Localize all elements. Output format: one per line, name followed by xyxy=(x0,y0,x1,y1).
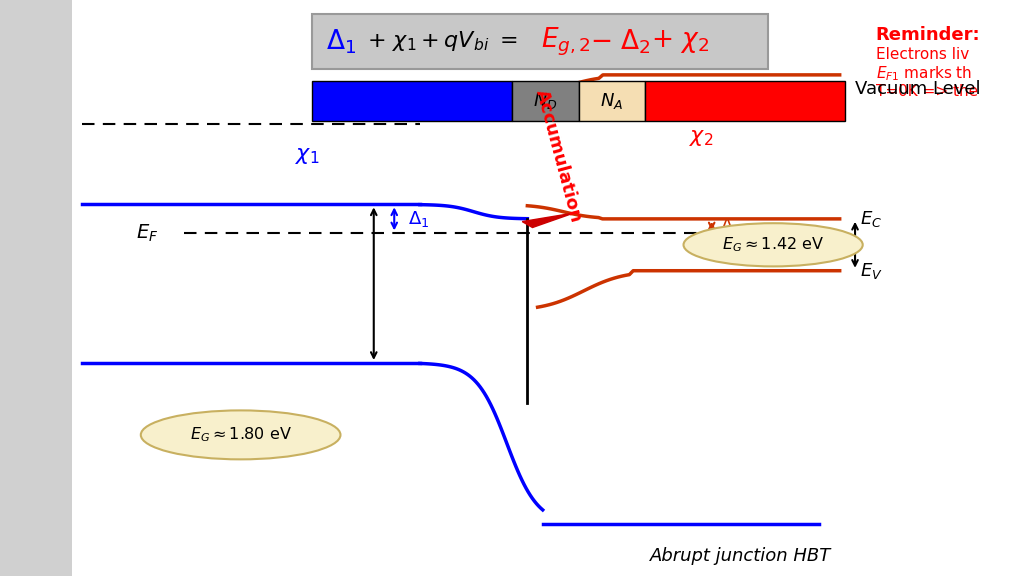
Bar xyxy=(0,0,72,576)
Text: $\chi_1$: $\chi_1$ xyxy=(295,146,319,165)
Text: $E_V$: $E_V$ xyxy=(860,261,883,281)
Bar xyxy=(512,81,579,121)
Text: $+\ \chi_1 + qV_{bi}\ =$: $+\ \chi_1 + qV_{bi}\ =$ xyxy=(367,29,517,54)
Polygon shape xyxy=(522,213,573,228)
Text: $\Delta_2$: $\Delta_2$ xyxy=(720,216,741,236)
Text: $E_G \approx 1.42$ eV: $E_G \approx 1.42$ eV xyxy=(722,236,824,254)
Text: $E_C$: $E_C$ xyxy=(860,209,883,229)
Text: Accumulation: Accumulation xyxy=(531,87,585,224)
Text: $N_D$: $N_D$ xyxy=(532,91,558,111)
Text: $E_F$: $E_F$ xyxy=(136,223,159,244)
Text: Electrons liv: Electrons liv xyxy=(876,47,969,62)
Text: $E_G \approx 1.80$ eV: $E_G \approx 1.80$ eV xyxy=(189,426,292,444)
Ellipse shape xyxy=(684,223,862,267)
Ellipse shape xyxy=(140,410,340,460)
Text: $+\ \chi_2$: $+\ \chi_2$ xyxy=(651,28,710,55)
Text: Abrupt junction HBT: Abrupt junction HBT xyxy=(650,547,831,565)
Text: T=0K => the: T=0K => the xyxy=(876,84,978,98)
Bar xyxy=(579,81,645,121)
Text: Reminder:: Reminder: xyxy=(876,25,980,44)
Text: $\chi_2$: $\chi_2$ xyxy=(689,128,714,148)
Text: $E_{g,2}$: $E_{g,2}$ xyxy=(541,25,591,58)
Text: $\Delta_1$: $\Delta_1$ xyxy=(408,209,429,229)
FancyBboxPatch shape xyxy=(312,14,768,69)
Text: $\Delta_1$: $\Delta_1$ xyxy=(326,27,356,56)
Text: $E_{F1}$ marks th: $E_{F1}$ marks th xyxy=(876,64,972,82)
Bar xyxy=(312,81,512,121)
Text: $N_A$: $N_A$ xyxy=(600,91,624,111)
Text: Vacuum Level: Vacuum Level xyxy=(855,80,981,98)
Bar xyxy=(645,81,845,121)
Text: $-\ \Delta_2$: $-\ \Delta_2$ xyxy=(590,27,651,56)
